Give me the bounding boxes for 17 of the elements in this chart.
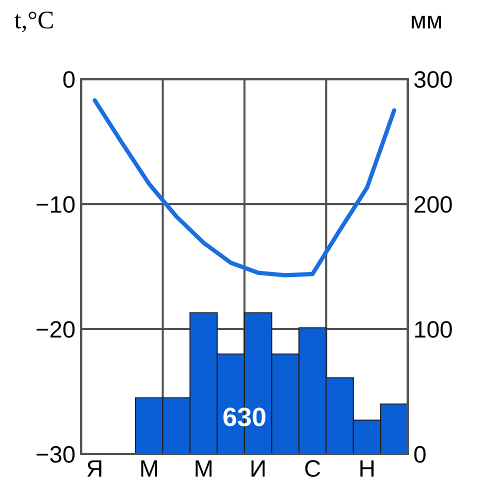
y2-tick-label: 0 — [414, 446, 426, 463]
y-tick-label: −10 — [36, 196, 75, 213]
x-tick-label: М — [196, 460, 212, 477]
y2-tick-label: 200 — [414, 196, 452, 213]
x-tick-label: Я — [87, 460, 102, 477]
y-axis-title: t,°C — [14, 12, 53, 32]
line-series — [92, 98, 396, 278]
y2-axis-title: мм — [412, 16, 442, 28]
y2-tick-label: 300 — [414, 71, 452, 88]
x-tick-label: И — [252, 460, 265, 477]
y-tick-label: −20 — [36, 321, 75, 338]
y-tick-label: −30 — [36, 446, 75, 463]
y-tick-label: 0 — [63, 71, 75, 88]
x-tick-label: М — [141, 460, 158, 477]
x-tick-label: Н — [360, 460, 374, 477]
x-tick-label: С — [305, 460, 320, 477]
y2-tick-label: 100 — [415, 321, 452, 338]
